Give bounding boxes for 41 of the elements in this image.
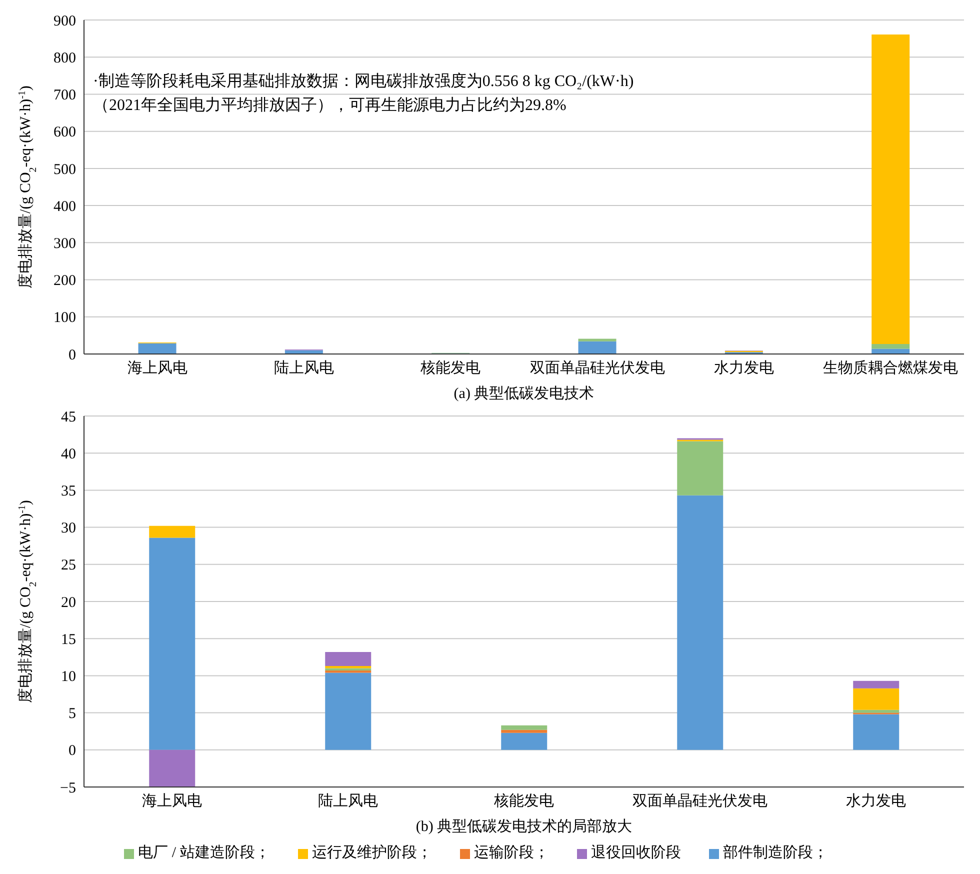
- legend-label: 电厂 / 站建造阶段；: [138, 845, 270, 861]
- y-tick-label: 10: [61, 669, 76, 686]
- y-tick-label: 30: [61, 520, 76, 537]
- y-tick-label: 900: [54, 13, 76, 30]
- y-tick-label: 800: [54, 50, 76, 66]
- x-tick-label: 双面单晶硅光伏发电: [632, 792, 768, 810]
- y-tick-label: 15: [61, 632, 76, 648]
- x-tick-label: 核能发电: [420, 360, 481, 377]
- y-tick-label: 45: [61, 409, 76, 426]
- x-tick-label: 陆上风电: [318, 792, 378, 810]
- y-tick-label: 35: [61, 484, 76, 500]
- y-tick-label: 600: [54, 124, 76, 141]
- x-tick-label: 水力发电: [714, 360, 774, 377]
- legend-label: 运输阶段；: [474, 845, 549, 861]
- x-tick-label: 海上风电: [142, 792, 202, 810]
- y-tick-label: −5: [60, 780, 76, 796]
- annotation: ·制造等阶段耗电采用基础排放数据：网电碳排放强度为0.556 8 kg CO₂/(kW·h): [93, 72, 634, 92]
- x-tick-label: 双面单晶硅光伏发电: [530, 360, 665, 377]
- y-tick-label: 100: [54, 310, 76, 326]
- x-tick-label: 核能发电: [493, 792, 554, 810]
- x-tick-label: 水力发电: [846, 792, 906, 810]
- legend-label: 退役回收阶段: [590, 845, 681, 861]
- annotation: （2021年全国电力平均排放因子），可再生能源电力占比约为29.8%: [93, 96, 568, 116]
- y-tick-label: 0: [68, 347, 76, 364]
- x-axis-title: (b) 典型低碳发电技术的局部放大: [416, 818, 632, 835]
- y-tick-label: 300: [54, 236, 76, 252]
- x-axis-title: (a) 典型低碳发电技术: [454, 385, 594, 402]
- x-tick-label: 陆上风电: [274, 360, 334, 377]
- y-tick-label: 20: [61, 594, 76, 611]
- y-tick-label: 500: [54, 162, 76, 178]
- legend-label: 运行及维护阶段；: [312, 845, 432, 861]
- x-tick-label: 生物质耦合燃煤发电: [823, 360, 958, 377]
- y-tick-label: 400: [54, 198, 76, 215]
- y-tick-label: 40: [61, 446, 76, 462]
- y-tick-label: 25: [61, 558, 76, 574]
- legend-label: 部件制造阶段；: [722, 845, 828, 861]
- y-tick-label: 5: [68, 706, 76, 722]
- y-tick-label: 200: [54, 273, 76, 290]
- y-tick-label: 700: [54, 88, 76, 104]
- y-tick-label: 0: [68, 743, 76, 760]
- x-tick-label: 海上风电: [127, 360, 188, 377]
